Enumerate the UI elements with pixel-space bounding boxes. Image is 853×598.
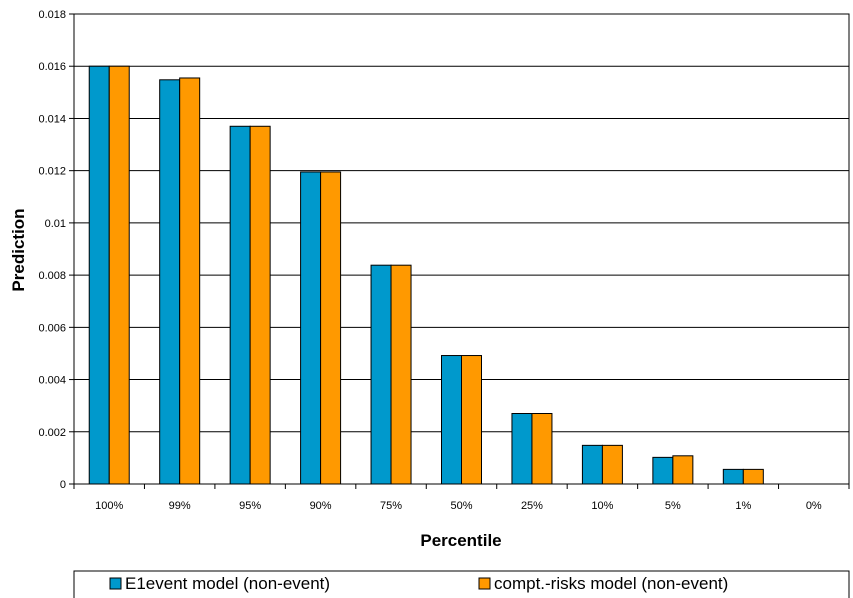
x-tick-label: 10% — [591, 500, 613, 512]
bar-series-1 — [229, 125, 251, 485]
y-tick-label: 0.006 — [38, 322, 66, 334]
x-tick-label: 0% — [806, 500, 822, 512]
x-tick-label: 75% — [380, 500, 402, 512]
y-tick-label: 0.004 — [38, 375, 66, 387]
x-tick-label: 5% — [665, 500, 681, 512]
bar-series-2 — [461, 355, 482, 485]
bars — [88, 65, 764, 485]
y-tick-label: 0.012 — [38, 166, 66, 178]
x-tick-label: 25% — [521, 500, 543, 512]
bar-series-1 — [370, 264, 392, 485]
bar-series-1 — [441, 355, 462, 485]
bar-series-1 — [88, 65, 110, 485]
x-tick-label: 95% — [239, 500, 261, 512]
bar-series-1 — [722, 468, 744, 485]
plot-area — [73, 13, 850, 485]
legend: E1event model (non-event) compt.-risks mo… — [73, 570, 850, 598]
x-tick-label: 50% — [450, 500, 472, 512]
y-tick-label: 0.008 — [38, 270, 66, 282]
bar-series-2 — [249, 125, 271, 485]
bar-series-1 — [511, 413, 533, 485]
x-tick-labels: 100% 99% 95% 90% 75% 50% 25% 10% 5% 1% 0% — [95, 500, 822, 512]
y-tick-label: 0 — [60, 479, 66, 491]
y-tick-label: 0.014 — [38, 113, 66, 125]
bar-series-1 — [159, 79, 181, 485]
bar-series-2 — [390, 264, 412, 485]
y-tick-label: 0.002 — [38, 427, 66, 439]
bar-series-2 — [531, 413, 553, 485]
legend-swatch — [478, 577, 491, 590]
bar-series-2 — [320, 171, 342, 485]
bar-series-2 — [179, 77, 201, 485]
bar-series-1 — [300, 171, 322, 485]
y-axis-title: Prediction — [9, 208, 28, 291]
y-tick-label: 0.016 — [38, 61, 66, 73]
x-axis-title: Percentile — [420, 531, 501, 550]
y-tick-labels: 0 0.002 0.004 0.006 0.008 0.01 0.012 0.014 0.016… — [38, 9, 66, 491]
bar-series-2 — [108, 65, 130, 485]
x-tick-label: 100% — [95, 500, 123, 512]
x-tick-label: 1% — [735, 500, 751, 512]
y-tick-label: 0.01 — [45, 218, 66, 230]
bar-series-1 — [581, 444, 603, 485]
axes — [69, 13, 850, 489]
bar-series-2 — [601, 444, 623, 485]
y-tick-label: 0.018 — [38, 9, 66, 21]
bar-series-1 — [652, 456, 674, 485]
legend-box — [73, 570, 850, 598]
legend-swatch — [109, 577, 122, 590]
x-tick-label: 90% — [310, 500, 332, 512]
bar-series-2 — [742, 468, 764, 485]
bar-series-2 — [672, 455, 694, 485]
legend-label: compt.-risks model (non-event) — [494, 574, 728, 593]
legend-label: E1event model (non-event) — [125, 574, 330, 593]
x-tick-label: 99% — [169, 500, 191, 512]
